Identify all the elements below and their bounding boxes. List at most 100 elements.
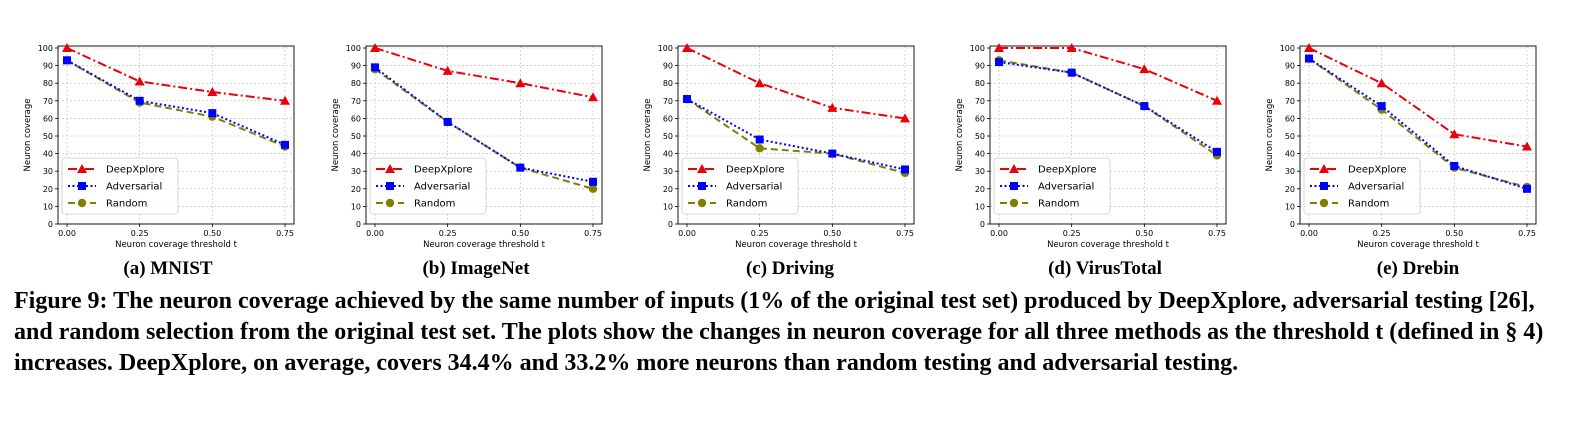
data-point-deepxplore <box>1376 78 1387 88</box>
y-tick-label: 70 <box>663 97 673 106</box>
legend-label-deepxplore: DeepXplore <box>106 165 165 176</box>
panel-caption-e: (e) Drebin <box>1376 258 1460 279</box>
y-tick-label: 10 <box>663 202 673 211</box>
panel-caption-a: (a) MNIST <box>123 258 213 279</box>
legend-box <box>369 157 487 215</box>
y-axis-label: Neuron coverage <box>955 98 965 171</box>
data-point-adversarial <box>589 177 597 186</box>
data-point-adversarial <box>516 163 525 172</box>
y-tick-label: 10 <box>351 202 361 211</box>
x-tick-label: 0.75 <box>896 229 914 238</box>
data-point-adversarial <box>1067 68 1076 77</box>
legend-label-random: Random <box>106 199 147 210</box>
x-tick-label: 0.50 <box>1135 229 1153 238</box>
legend-marker-deepxplore <box>1009 164 1019 173</box>
y-tick-label: 30 <box>351 167 361 176</box>
y-tick-label: 30 <box>663 167 673 176</box>
data-point-adversarial <box>1377 102 1386 111</box>
chart-panel-2: 0 10 20 30 40 50 60 70 80 90 100 0.00 0.25 0.50 0.75 Ne… <box>643 43 915 250</box>
y-tick-label: 50 <box>43 132 53 141</box>
legend-marker-adversarial <box>78 182 86 190</box>
data-point-adversarial <box>995 58 1003 67</box>
y-tick-label: 0 <box>48 220 53 229</box>
data-point-deepxplore <box>682 43 692 52</box>
x-axis-label: Neuron coverage threshold t <box>1357 240 1479 250</box>
data-point-adversarial <box>683 95 691 104</box>
series-line-random <box>998 59 1218 157</box>
data-point-adversarial <box>755 135 764 144</box>
data-point-adversarial <box>371 63 379 72</box>
legend-label-adversarial: Adversarial <box>1038 182 1094 193</box>
x-tick-label: 0.50 <box>823 229 841 238</box>
y-tick-label: 80 <box>1285 79 1295 88</box>
data-point-adversarial <box>1213 147 1221 156</box>
legend-marker-random <box>1319 198 1329 208</box>
x-tick-label: 0.00 <box>1300 229 1318 238</box>
legend-label-deepxplore: DeepXplore <box>1348 165 1407 176</box>
y-tick-label: 60 <box>663 114 673 123</box>
data-point-random <box>755 144 764 153</box>
y-tick-label: 60 <box>43 114 53 123</box>
legend-label-deepxplore: DeepXplore <box>414 165 473 176</box>
series-line-random <box>1308 57 1528 189</box>
data-point-adversarial <box>443 117 452 126</box>
legend-box <box>61 157 179 215</box>
data-point-deepxplore <box>1139 64 1150 74</box>
data-point-deepxplore <box>1066 43 1077 52</box>
chart-panel-3: 0 10 20 30 40 50 60 70 80 90 100 0.00 0.25 0.50 0.75 Ne… <box>955 43 1227 250</box>
legend-label-adversarial: Adversarial <box>106 182 162 193</box>
legend-marker-random <box>385 198 395 208</box>
x-tick-label: 0.50 <box>203 229 221 238</box>
legend-label-adversarial: Adversarial <box>414 182 470 193</box>
y-tick-label: 50 <box>663 132 673 141</box>
y-tick-label: 20 <box>1285 185 1295 194</box>
legend-box <box>1303 157 1421 215</box>
legend-label-adversarial: Adversarial <box>1348 182 1404 193</box>
y-tick-label: 90 <box>351 62 361 71</box>
y-tick-label: 0 <box>356 220 361 229</box>
series-line-deepxplore <box>999 47 1218 102</box>
data-point-deepxplore <box>900 113 910 123</box>
y-tick-label: 100 <box>658 44 673 53</box>
series-line-adversarial <box>686 98 906 171</box>
y-axis-label: Neuron coverage <box>643 98 653 171</box>
data-point-deepxplore <box>1212 95 1222 105</box>
legend-marker-adversarial <box>386 182 394 190</box>
y-tick-label: 40 <box>43 150 53 159</box>
legend-label-random: Random <box>726 199 767 210</box>
data-point-adversarial <box>1450 161 1459 170</box>
legend-marker-adversarial <box>1010 182 1018 190</box>
y-tick-label: 90 <box>975 62 985 71</box>
data-point-deepxplore <box>515 78 526 88</box>
data-point-deepxplore <box>62 43 72 52</box>
x-tick-label: 0.00 <box>58 229 76 238</box>
legend-marker-random <box>77 198 87 208</box>
plot-frame <box>57 45 295 225</box>
x-tick-label: 0.25 <box>1063 229 1081 238</box>
x-axis-label: Neuron coverage threshold t <box>423 240 545 250</box>
y-tick-label: 0 <box>1290 220 1295 229</box>
data-point-adversarial <box>1140 102 1149 111</box>
data-point-deepxplore <box>1304 43 1314 52</box>
y-tick-label: 100 <box>346 44 361 53</box>
legend-label-deepxplore: DeepXplore <box>726 165 785 176</box>
y-tick-label: 60 <box>1285 114 1295 123</box>
x-tick-label: 0.00 <box>990 229 1008 238</box>
x-tick-label: 0.75 <box>276 229 294 238</box>
data-point-deepxplore <box>1522 141 1532 151</box>
y-tick-label: 70 <box>1285 97 1295 106</box>
legend-label-adversarial: Adversarial <box>726 182 782 193</box>
data-point-deepxplore <box>588 92 598 102</box>
x-axis-label: Neuron coverage threshold t <box>1047 240 1169 250</box>
x-tick-label: 0.00 <box>366 229 384 238</box>
chart-panel-0: 0 10 20 30 40 50 60 70 80 90 100 0.00 0.25 0.50 0.75 Ne… <box>23 43 295 250</box>
data-point-adversarial <box>901 165 909 174</box>
x-tick-label: 0.25 <box>751 229 769 238</box>
legend-marker-deepxplore <box>77 164 87 173</box>
y-tick-label: 20 <box>663 185 673 194</box>
plot-frame <box>1299 45 1537 225</box>
y-tick-label: 40 <box>975 150 985 159</box>
series-line-deepxplore <box>374 47 594 99</box>
y-tick-label: 80 <box>663 79 673 88</box>
